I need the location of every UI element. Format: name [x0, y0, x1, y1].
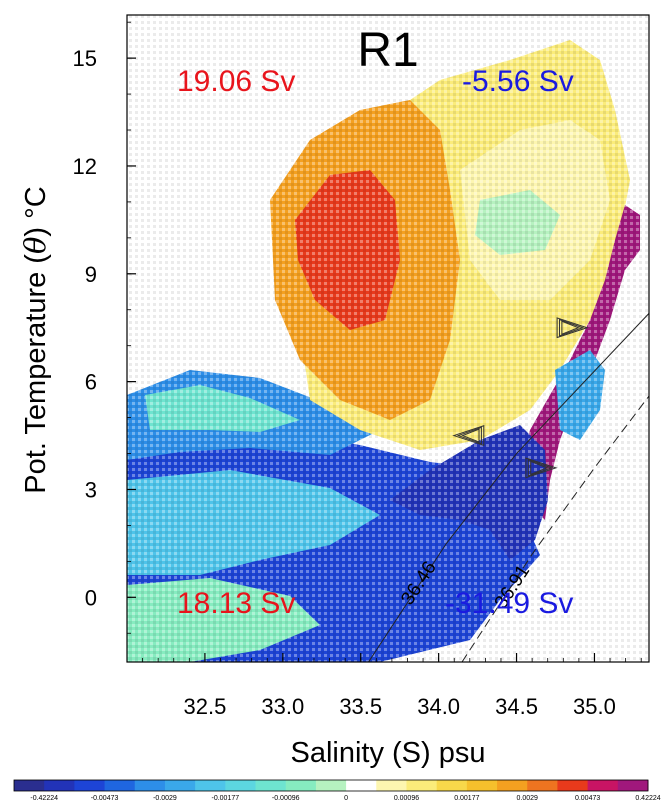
annotation-top-left: 19.06 Sv: [177, 65, 295, 98]
colorbar-label: 0.42224: [635, 795, 660, 802]
transport-arrow: [556, 317, 589, 339]
density-contour-line: [368, 312, 649, 662]
colorbar-label: 0.00177: [454, 795, 479, 802]
colorbar-swatch: [74, 780, 106, 791]
y-tick-label: 15: [73, 46, 97, 71]
y-tick-label: 6: [85, 370, 97, 395]
colorbar-swatch: [14, 780, 45, 791]
colorbar-swatch: [436, 780, 468, 791]
annotation-bottom-right: -31.49 Sv: [445, 587, 573, 620]
colorbar-label: -0.00096: [272, 795, 300, 802]
colorbar-label: -0.00177: [212, 795, 240, 802]
colorbar-swatch: [557, 780, 589, 791]
colorbar-swatch: [346, 780, 377, 791]
colorbar-label: 0.0029: [517, 795, 539, 802]
x-tick-label: 33.5: [339, 694, 382, 719]
transport-arrow: [525, 457, 558, 479]
x-tick-label: 34.0: [417, 694, 460, 719]
colorbar-swatch: [134, 780, 166, 791]
y-tick-label: 12: [73, 154, 97, 179]
colorbar-swatch: [617, 780, 649, 791]
colorbar-label: 0: [344, 795, 348, 802]
annotation-bottom-left: 18.13 Sv: [177, 587, 295, 620]
transport-arrow: [561, 320, 580, 335]
plot-frame: [126, 14, 650, 663]
colorbar-swatch: [315, 780, 347, 791]
x-tick-label: 34.5: [495, 694, 538, 719]
y-tick-label: 3: [85, 477, 97, 502]
colorbar: -0.42224 -0.00473 -0.0029 -0.00177 -0.00096 0…: [13, 779, 661, 802]
colorbar-label: 0.00473: [575, 795, 600, 802]
colorbar-swatch: [255, 780, 287, 791]
transport-arrow: [527, 459, 554, 477]
colorbar-label: -0.0029: [153, 795, 177, 802]
plot-area: 36.46 36.91: [126, 14, 650, 663]
colorbar-swatch: [406, 780, 438, 791]
transport-arrow: [530, 460, 549, 476]
transport-arrow: [558, 318, 585, 337]
colorbar-swatch: [225, 780, 257, 791]
y-tick-label: 0: [85, 585, 97, 610]
y-axis-ticks: 0 3 6 9 12 15: [73, 21, 136, 634]
x-tick-label: 32.5: [183, 694, 226, 719]
y-axis-label: Pot. Temperature (θ) °C: [18, 186, 52, 493]
colorbar-swatch: [497, 780, 528, 791]
annotation-top-right: -5.56 Sv: [462, 65, 574, 98]
cloud-texture: [127, 15, 649, 662]
colorbar-swatch: [104, 780, 136, 791]
density-contour-line: [461, 395, 649, 662]
transport-arrows: [452, 317, 589, 479]
y-tick-label: 9: [85, 262, 97, 287]
x-tick-label: 33.0: [261, 694, 304, 719]
colorbar-swatch: [376, 780, 407, 791]
x-axis-label: Salinity (S) psu: [290, 737, 485, 769]
colorbar-swatch: [285, 780, 317, 791]
colorbar-swatch: [195, 780, 226, 791]
colorbar-frame: [13, 779, 649, 792]
x-axis-ticks: 32.5 33.0 33.5 34.0 34.5 35.0: [142, 653, 642, 719]
colorbar-swatch: [164, 780, 196, 791]
y-axis-label-suffix: ) °C: [20, 186, 52, 236]
chart-title: R1: [357, 24, 418, 77]
colorbar-swatch: [587, 780, 619, 791]
colorbar-label: 0.00096: [394, 795, 419, 802]
y-axis-label-theta: θ: [18, 237, 52, 254]
colorbar-swatch: [44, 780, 75, 791]
colorbar-swatch: [466, 780, 498, 791]
transport-arrow: [461, 428, 480, 443]
colorbar-swatch: [527, 780, 558, 791]
transport-arrow: [452, 425, 485, 447]
x-tick-label: 35.0: [573, 694, 616, 719]
colorbar-label: -0.42224: [30, 795, 58, 802]
colorbar-label: -0.00473: [91, 795, 119, 802]
heatmap-cloud: 36.46 36.91: [127, 15, 649, 662]
y-axis-label-prefix: Pot. Temperature (: [20, 254, 52, 494]
transport-arrow: [456, 426, 482, 445]
